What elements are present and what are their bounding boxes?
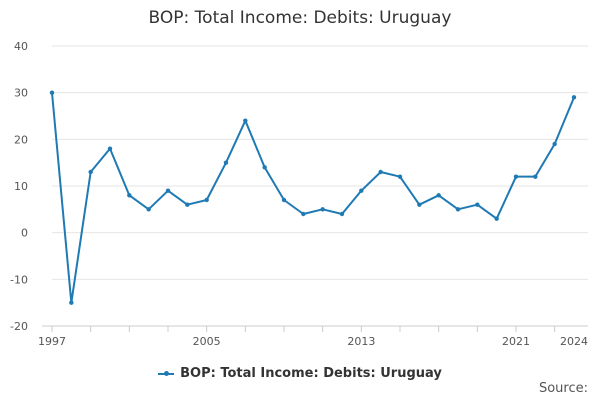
data-point — [88, 169, 93, 175]
y-tick-label: 10 — [14, 180, 28, 193]
data-point — [243, 118, 248, 123]
data-point — [552, 141, 557, 147]
data-point — [146, 207, 151, 212]
data-point — [436, 193, 441, 198]
series-line — [51, 92, 575, 304]
legend-label: BOP: Total Income: Debits: Uruguay — [180, 366, 442, 381]
y-axis: -20 -10 0 10 20 30 40 — [10, 40, 28, 333]
x-tick-label: 1997 — [38, 335, 66, 348]
source-label: Source: — [538, 381, 588, 396]
data-point — [185, 202, 190, 207]
data-point — [127, 193, 132, 198]
x-tick-label: 2005 — [193, 335, 221, 348]
chart-title: BOP: Total Income: Debits: Uruguay — [148, 8, 452, 28]
data-point — [571, 95, 577, 100]
data-point — [378, 169, 383, 175]
data-point — [359, 188, 364, 193]
data-point — [320, 207, 325, 212]
x-tick-label: 2013 — [347, 335, 375, 348]
data-point — [107, 146, 113, 151]
data-point — [513, 174, 519, 179]
data-point — [49, 90, 55, 95]
data-point — [494, 216, 499, 221]
gridlines — [52, 45, 588, 327]
x-axis: 1997 2005 2013 2021 2024 — [38, 325, 588, 348]
data-point — [69, 300, 74, 305]
data-point — [204, 197, 209, 203]
y-tick-label: 20 — [14, 133, 28, 146]
y-tick-label: -20 — [10, 320, 28, 333]
series — [49, 90, 577, 305]
data-point — [533, 174, 538, 179]
data-point — [165, 188, 171, 193]
legend[interactable]: BOP: Total Income: Debits: Uruguay — [0, 366, 600, 381]
y-tick-label: 0 — [21, 227, 28, 240]
data-point — [455, 207, 461, 212]
y-tick-label: 40 — [14, 40, 28, 53]
x-tick-label: 2021 — [502, 335, 530, 348]
data-point — [417, 202, 422, 207]
data-point — [262, 165, 267, 170]
y-tick-label: 30 — [14, 87, 28, 100]
y-tick-label: -10 — [10, 273, 28, 286]
legend-marker — [158, 370, 175, 376]
data-point — [223, 160, 229, 165]
x-tick-label: 2024 — [560, 335, 588, 348]
data-point — [281, 197, 287, 203]
data-point — [475, 202, 480, 207]
data-point — [301, 211, 306, 217]
data-point — [397, 174, 403, 179]
data-point — [339, 211, 345, 217]
